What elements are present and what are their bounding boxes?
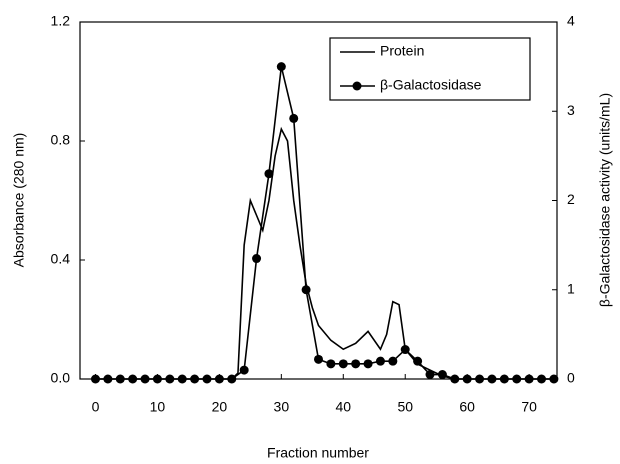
y-tick-label: 0.4 [51, 251, 71, 267]
y2-tick-label: 4 [567, 13, 575, 29]
x-tick-label: 0 [92, 399, 100, 415]
legend-marker [352, 81, 362, 91]
data-point [152, 374, 162, 384]
x-tick-label: 40 [335, 399, 351, 415]
data-point [103, 374, 113, 384]
data-point [499, 374, 509, 384]
data-point [512, 374, 522, 384]
data-point [524, 374, 534, 384]
data-point [128, 374, 138, 384]
y-tick-label: 0.8 [51, 132, 71, 148]
data-point [264, 169, 274, 179]
x-tick-label: 30 [274, 399, 290, 415]
data-point [326, 359, 336, 369]
legend-label: Protein [380, 43, 424, 59]
data-point [289, 113, 299, 123]
y2-tick-label: 2 [567, 191, 575, 207]
data-point [413, 356, 423, 366]
y2-tick-label: 3 [567, 102, 575, 118]
series-line [95, 126, 554, 380]
y-axis-title: Absorbance (280 nm) [11, 133, 27, 268]
data-point [140, 374, 150, 384]
x-tick-label: 20 [212, 399, 228, 415]
data-point [425, 370, 435, 380]
data-point [252, 254, 262, 264]
data-point [338, 359, 348, 369]
data-point [314, 354, 323, 364]
data-point [239, 365, 249, 375]
y2-tick-label: 0 [567, 370, 575, 386]
data-point [190, 374, 200, 384]
data-point [487, 374, 497, 384]
data-point [301, 285, 311, 295]
data-point [90, 374, 100, 384]
data-point [462, 374, 472, 384]
y-tick-label: 0.0 [51, 370, 71, 386]
data-point [475, 374, 485, 384]
data-point [549, 374, 559, 384]
data-point [115, 374, 125, 384]
data-point [227, 374, 237, 384]
data-point [177, 374, 187, 384]
y2-tick-label: 1 [567, 280, 575, 296]
data-point [165, 374, 175, 384]
data-point [276, 62, 286, 72]
legend-box [329, 37, 531, 101]
x-axis-title: Fraction number [267, 445, 369, 461]
data-point [214, 374, 224, 384]
x-tick-label: 70 [521, 399, 537, 415]
x-tick-label: 60 [459, 399, 475, 415]
y2-axis-title: β-Galactosidase activity (units/mL) [597, 93, 613, 307]
data-point [400, 345, 410, 355]
x-tick-label: 50 [397, 399, 413, 415]
x-tick-label: 10 [150, 399, 166, 415]
data-point [351, 359, 361, 369]
data-point [388, 356, 398, 366]
data-point [537, 374, 547, 384]
data-point [202, 374, 212, 384]
y-tick-label: 1.2 [51, 13, 71, 29]
data-point [450, 374, 460, 384]
data-point [375, 356, 385, 366]
data-point [363, 359, 373, 369]
data-point [437, 370, 447, 380]
legend-label: β-Galactosidase [380, 77, 482, 93]
